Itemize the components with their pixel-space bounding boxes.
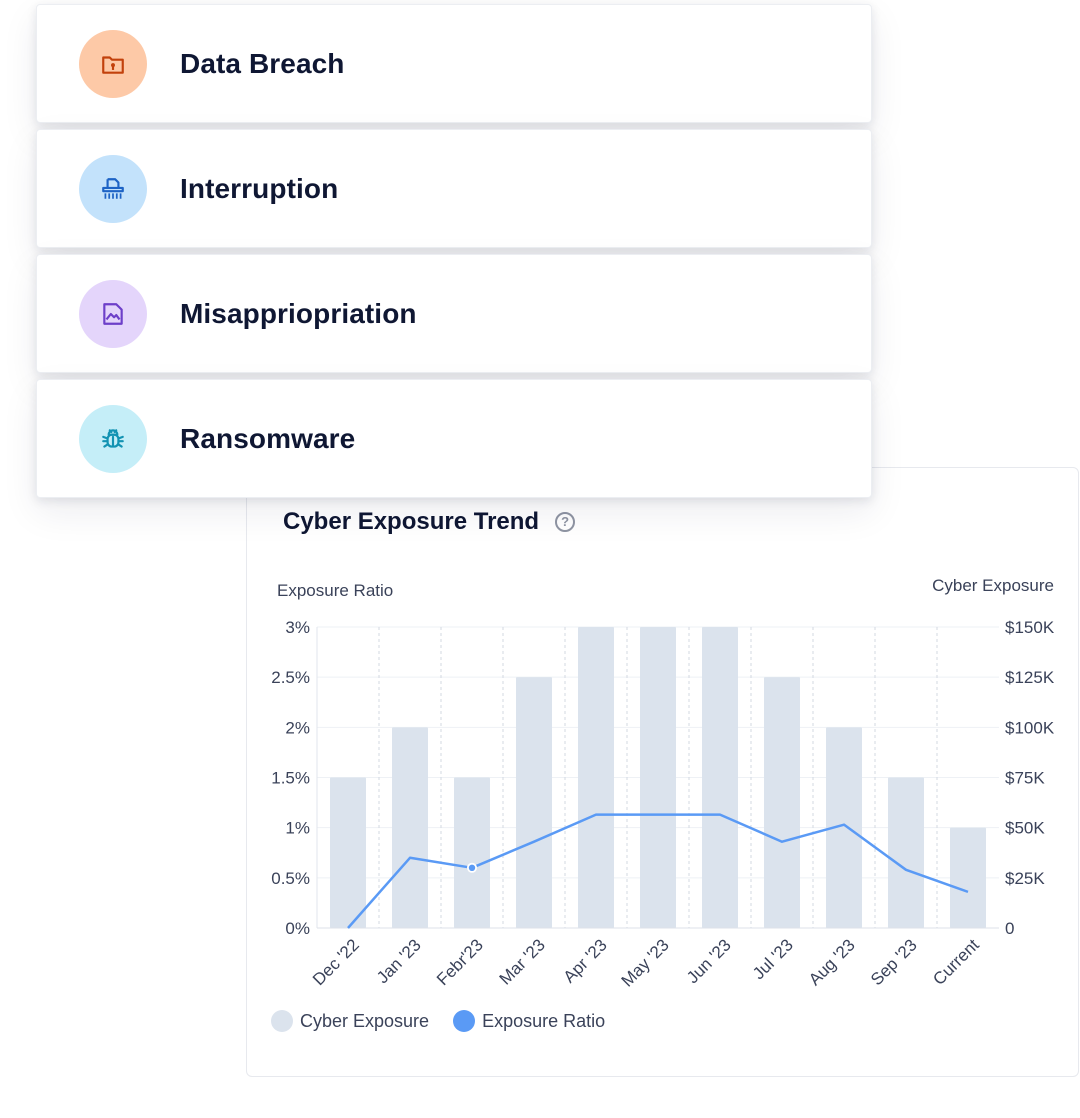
bar-cyber-exposure [888,777,924,928]
cyber-exposure-chart: 0% 0.5% 1% 1.5% 2% 2.5% 3% 0 $25K $50K $75K $100K $1… [271,618,1055,991]
legend-swatch [271,1010,293,1032]
risk-category-list: Data Breach Interruption Misappriopriati… [36,4,872,504]
risk-title: Interruption [180,172,339,204]
right-tick-label: $75K [1005,769,1045,788]
left-tick-label: 1% [285,819,310,838]
left-axis-title: Exposure Ratio [277,581,394,600]
bar-cyber-exposure [516,677,552,928]
x-tick-label: Current [929,935,983,989]
x-tick-label: Aug '23 [805,935,859,989]
risk-title: Ransomware [180,422,356,454]
x-tick-label: Jul '23 [749,935,797,983]
left-tick-label: 2.5% [271,668,310,687]
x-tick-label: Sep '23 [867,935,921,989]
left-tick-label: 0% [285,919,310,938]
bar-cyber-exposure [826,727,862,928]
x-tick-label: Jun '23 [683,935,735,987]
risk-card-interruption[interactable]: Interruption [36,129,872,248]
x-tick-label: Febr'23 [433,935,487,989]
chart-title: Cyber Exposure Trend [283,508,540,535]
bar-cyber-exposure [454,777,490,928]
legend-label: Cyber Exposure [300,1010,430,1031]
x-tick-label: Dec '22 [309,935,363,989]
right-tick-label: 0 [1005,919,1014,938]
right-tick-label: $100K [1005,718,1055,737]
image-file-icon [79,279,147,348]
bar-cyber-exposure [702,627,738,928]
bug-icon [79,404,147,473]
legend-swatch [453,1010,476,1032]
x-tick-label: Apr '23 [560,935,611,986]
chart-header: Cyber Exposure Trend ? [283,508,576,536]
help-icon[interactable]: ? [555,512,576,532]
right-axis-title: Cyber Exposure [932,576,1054,595]
left-tick-label: 0.5% [271,869,310,888]
risk-title: Misappriopriation [180,297,417,329]
risk-card-misappropriation[interactable]: Misappriopriation [36,254,872,373]
right-tick-label: $125K [1005,668,1055,687]
shredder-icon [79,154,147,223]
x-tick-label: Jan '23 [373,935,425,987]
x-tick-label: May '23 [618,935,673,990]
risk-title: Data Breach [180,47,345,79]
legend-item-exposure-ratio[interactable]: Exposure Ratio [453,1010,605,1032]
right-tick-label: $25K [1005,869,1045,888]
chart-legend: Cyber Exposure Exposure Ratio [271,1010,629,1032]
right-tick-label: $150K [1005,618,1055,637]
bar-cyber-exposure [950,827,986,928]
line-exposure-ratio [347,813,969,929]
cyber-exposure-trend-card: 0% 0.5% 1% 1.5% 2% 2.5% 3% 0 $25K $50K $75K $100K $1… [246,467,1079,1077]
left-tick-label: 3% [285,618,310,637]
bar-cyber-exposure [640,627,676,928]
x-tick-label: Mar '23 [496,935,549,988]
left-tick-label: 1.5% [271,769,310,788]
folder-lock-icon [79,29,147,98]
left-tick-label: 2% [285,718,310,737]
bar-cyber-exposure [578,627,614,928]
bar-cyber-exposure [392,727,428,928]
legend-item-cyber-exposure[interactable]: Cyber Exposure [271,1010,429,1032]
risk-card-data-breach[interactable]: Data Breach [36,4,872,123]
right-tick-label: $50K [1005,819,1045,838]
highlight-point [468,864,476,871]
risk-card-ransomware[interactable]: Ransomware [36,379,872,498]
bar-cyber-exposure [330,777,366,928]
bar-cyber-exposure [764,677,800,928]
legend-label: Exposure Ratio [482,1010,606,1031]
